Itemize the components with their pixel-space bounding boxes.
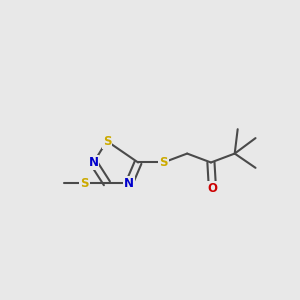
Text: N: N <box>124 177 134 190</box>
Text: S: S <box>80 177 89 190</box>
Text: N: N <box>88 156 98 169</box>
Text: O: O <box>207 182 218 194</box>
Text: S: S <box>103 135 111 148</box>
Text: S: S <box>159 156 168 169</box>
